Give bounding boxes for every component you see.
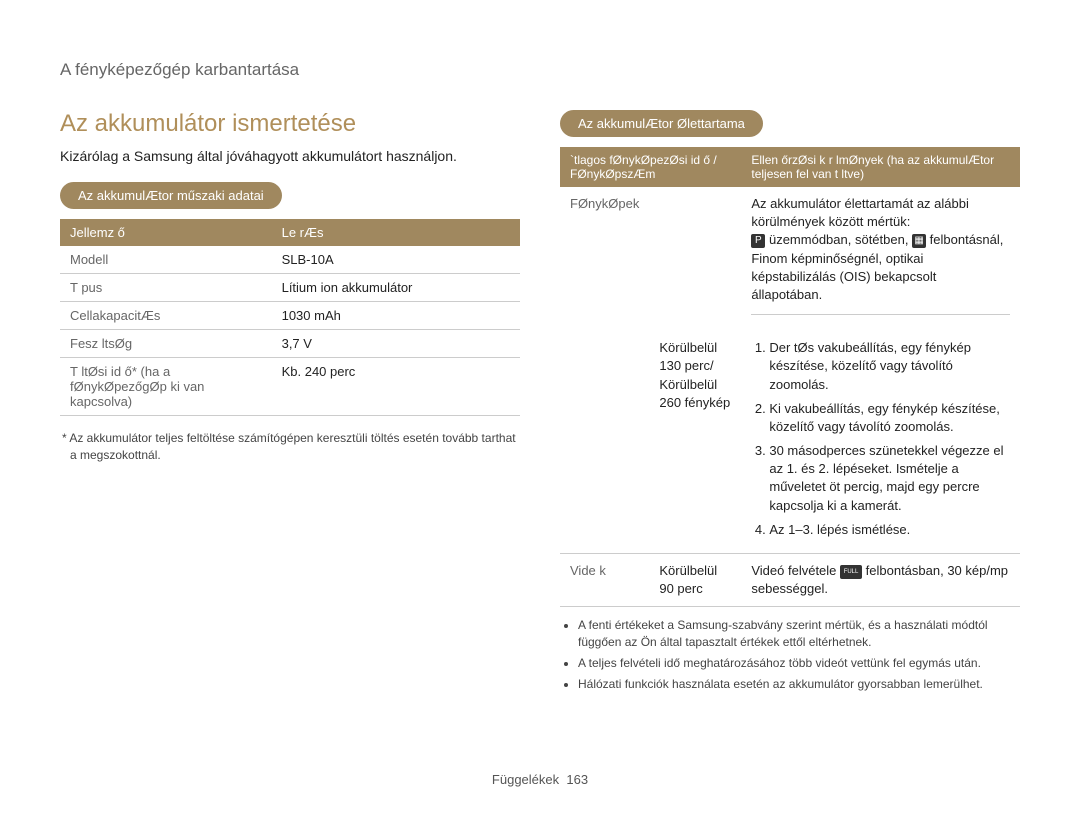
life-col-header-0: `tlagos fØnykØpezØsi id ő / FØnykØpszÆm [560,147,741,187]
spec-key: Modell [60,246,272,274]
spec-value: 1030 mAh [272,302,520,330]
spec-section-badge: Az akkumulÆtor műszaki adatai [60,182,282,209]
spec-table: Jellemz ő Le rÆs Modell SLB-10A T pus Lí… [60,219,520,416]
intro-line1: Az akkumulátor élettartamát az alábbi kö… [751,196,969,229]
table-row: T pus Lítium ion akkumulátor [60,274,520,302]
spec-col-header-0: Jellemz ő [60,219,272,246]
video-desc-pre: Videó felvétele [751,563,840,578]
page-footer: Függelékek 163 [0,772,1080,787]
step-2: Ki vakubeállítás, egy fénykép készítése,… [769,400,1010,436]
note-item: A fenti értékeket a Samsung-szabvány sze… [578,617,1020,651]
life-conditions-intro: Az akkumulátor élettartamát az alábbi kö… [741,187,1020,331]
step-4: Az 1–3. lépés ismétlése. [769,521,1010,539]
table-row: T ltØsi id ő* (ha a fØnykØpezőgØp ki van… [60,358,520,416]
note-item: Hálózati funkciók használata esetén az a… [578,676,1020,693]
life-blank [649,187,741,331]
table-row: FØnykØpek Az akkumulátor élettartamát az… [560,187,1020,331]
life-row-label-videos: Vide k [560,554,649,607]
life-row-label-photos: FØnykØpek [560,187,649,554]
life-col-header-1: Ellen őrzØsi k r lmØnyek (ha az akkumulÆ… [741,147,1020,187]
life-video-desc: Videó felvétele FULL HD felbontásban, 30… [741,554,1020,607]
table-row: CellakapacitÆs 1030 mAh [60,302,520,330]
content-columns: Az akkumulátor ismertetése Kizárólag a S… [60,110,1020,697]
spec-value: SLB-10A [272,246,520,274]
note-item: A teljes felvételi idő meghatározásához … [578,655,1020,672]
fullhd-icon: FULL HD [840,565,862,579]
life-photo-duration: Körülbelül 130 perc/ Körülbelül 260 fény… [649,331,741,553]
page-title: Az akkumulátor ismertetése [60,110,520,138]
spec-value: Kb. 240 perc [272,358,520,416]
spec-key: CellakapacitÆs [60,302,272,330]
footer-page-number: 163 [566,772,588,787]
table-row: Modell SLB-10A [60,246,520,274]
table-row: Fesz ltsØg 3,7 V [60,330,520,358]
spec-key: T ltØsi id ő* (ha a fØnykØpezőgØp ki van… [60,358,272,416]
life-table: `tlagos fØnykØpezØsi id ő / FØnykØpszÆm … [560,147,1020,607]
intro-text: Kizárólag a Samsung által jóváhagyott ak… [60,148,520,164]
spec-value: 3,7 V [272,330,520,358]
life-video-duration: Körülbelül 90 perc [649,554,741,607]
notes-list: A fenti értékeket a Samsung-szabvány sze… [560,617,1020,692]
life-section-badge: Az akkumulÆtor Ølettartama [560,110,763,137]
step-3: 30 másodperces szünetekkel végezze el az… [769,442,1010,515]
left-column: Az akkumulátor ismertetése Kizárólag a S… [60,110,520,697]
spec-footnote: * Az akkumulátor teljes feltöltése számí… [60,430,520,464]
spec-key: T pus [60,274,272,302]
life-photo-steps: Der tØs vakubeállítás, egy fénykép készí… [741,331,1020,553]
breadcrumb: A fényképezőgép karbantartása [60,60,1020,80]
resolution-icon: ▦ [912,234,926,248]
p-mode-icon: P [751,234,765,248]
right-column: Az akkumulÆtor Ølettartama `tlagos fØnyk… [560,110,1020,697]
step-1: Der tØs vakubeállítás, egy fénykép készí… [769,339,1010,394]
spec-key: Fesz ltsØg [60,330,272,358]
spec-value: Lítium ion akkumulátor [272,274,520,302]
intro-line2: üzemmódban, sötétben, [765,232,912,247]
footer-label: Függelékek [492,772,559,787]
table-row: Vide k Körülbelül 90 perc Videó felvétel… [560,554,1020,607]
spec-col-header-1: Le rÆs [272,219,520,246]
